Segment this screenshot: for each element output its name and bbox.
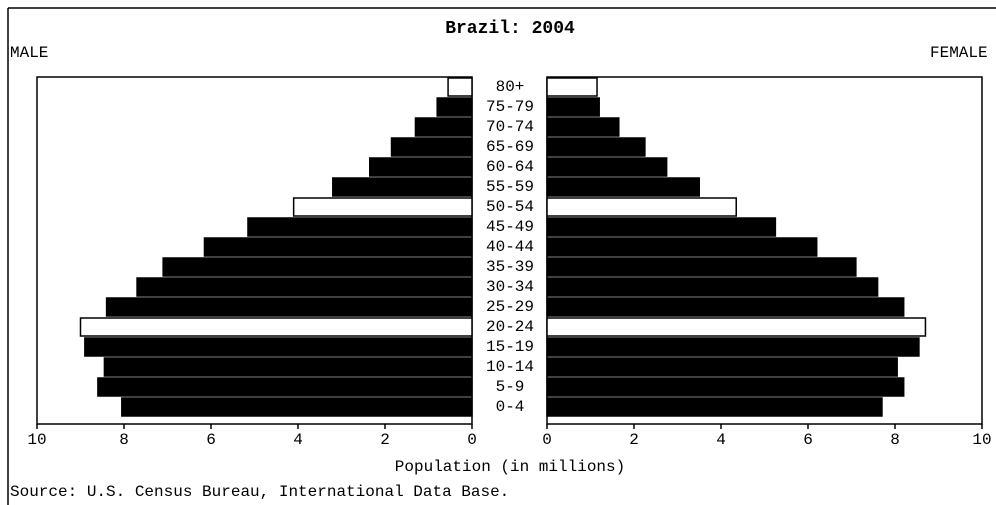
category-label: 50-54 (486, 198, 534, 216)
bar (546, 97, 600, 117)
x-tick-label: 2 (629, 431, 639, 449)
x-tick-label: 4 (716, 431, 726, 449)
x-tick-label: 0 (542, 431, 552, 449)
bar (369, 157, 473, 177)
category-label: 30-34 (486, 278, 534, 296)
category-label: 10-14 (486, 358, 534, 376)
category-label: 80+ (496, 78, 525, 96)
category-label: 70-74 (486, 118, 534, 136)
bar (546, 117, 620, 137)
bar (546, 257, 857, 277)
bar (162, 257, 473, 277)
source-note: Source: U.S. Census Bureau, Internationa… (10, 483, 509, 501)
category-label: 55-59 (486, 178, 534, 196)
bar (436, 97, 473, 117)
x-tick-label: 8 (119, 431, 129, 449)
category-label: 35-39 (486, 258, 534, 276)
bar (390, 137, 473, 157)
bar (84, 337, 473, 357)
bar (546, 177, 700, 197)
x-tick-label: 8 (890, 431, 900, 449)
bar (546, 297, 905, 317)
bar (546, 157, 668, 177)
bar (247, 217, 473, 237)
category-label: 75-79 (486, 98, 534, 116)
bar (546, 137, 646, 157)
category-label: 45-49 (486, 218, 534, 236)
category-label: 0-4 (496, 398, 525, 416)
x-tick-label: 2 (380, 431, 390, 449)
x-tick-label: 4 (293, 431, 303, 449)
bar (546, 317, 927, 337)
bar (546, 397, 883, 417)
bar (203, 237, 473, 257)
bar (546, 197, 737, 217)
x-tick-label: 10 (972, 431, 991, 449)
bar (97, 377, 473, 397)
category-label: 20-24 (486, 318, 534, 336)
x-tick-label: 6 (803, 431, 813, 449)
bar (546, 377, 905, 397)
x-axis-label: Population (in millions) (395, 458, 625, 476)
x-tick-label: 6 (206, 431, 216, 449)
category-label: 15-19 (486, 338, 534, 356)
bar (414, 117, 473, 137)
x-tick-label: 0 (467, 431, 477, 449)
bar (292, 197, 473, 217)
category-label: 40-44 (486, 238, 534, 256)
bar (103, 357, 473, 377)
bar (332, 177, 473, 197)
legend-female: FEMALE (930, 44, 988, 62)
chart-title: Brazil: 2004 (445, 19, 575, 39)
bar (121, 397, 473, 417)
bar (447, 77, 473, 97)
bar (546, 277, 879, 297)
bar (546, 237, 818, 257)
legend-male: MALE (10, 44, 48, 62)
category-label: 5-9 (496, 378, 525, 396)
category-label: 65-69 (486, 138, 534, 156)
x-tick-label: 10 (27, 431, 46, 449)
bar (136, 277, 473, 297)
bar (546, 357, 898, 377)
bar (546, 337, 920, 357)
category-label: 60-64 (486, 158, 534, 176)
bar (105, 297, 473, 317)
bar (546, 217, 777, 237)
bar (546, 77, 598, 97)
category-label: 25-29 (486, 298, 534, 316)
bar (79, 317, 473, 337)
